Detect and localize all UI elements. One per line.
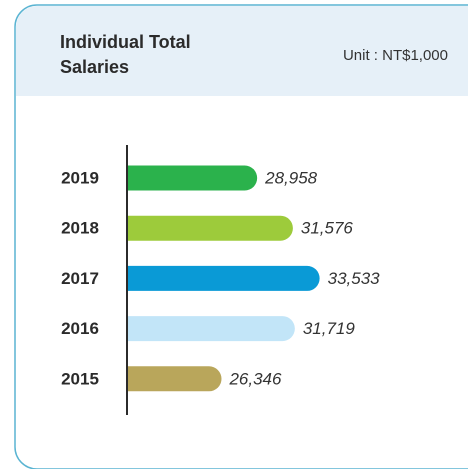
chart-title: Individual Total Salaries [60,32,191,77]
value-label: 33,533 [328,269,381,288]
y-tick-label: 2017 [61,269,99,288]
value-label: 31,719 [303,319,356,338]
value-label: 28,958 [264,168,318,187]
title-box: Individual Total Salaries [60,32,191,77]
value-label: 31,576 [301,219,354,238]
card-header [16,6,468,96]
bar [128,265,320,291]
value-label: 26,346 [228,369,282,388]
y-tick-label: 2018 [61,219,99,238]
bar [128,316,295,342]
y-tick-label: 2019 [61,168,99,187]
bar [128,165,258,191]
y-tick-label: 2016 [61,319,99,338]
y-tick-label: 2015 [61,369,99,388]
bar [128,366,222,392]
bar [128,215,293,241]
unit-label: Unit : NT$1,000 [343,47,448,64]
